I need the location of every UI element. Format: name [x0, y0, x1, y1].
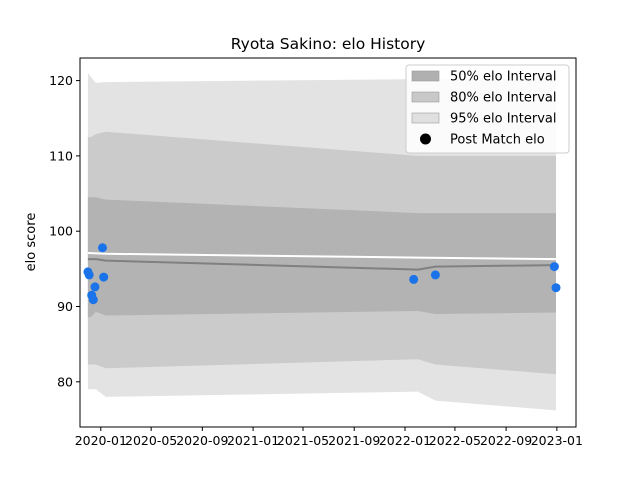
- x-tick-label: 2021-01: [227, 433, 279, 448]
- upper-line: [87, 252, 557, 261]
- data-point: [84, 270, 94, 280]
- x-tick-label: 2023-01: [531, 433, 583, 448]
- legend-swatch: [411, 112, 440, 124]
- data-point: [549, 262, 559, 272]
- data-point: [409, 274, 419, 284]
- legend-marker: [420, 133, 431, 145]
- x-tick-label: 2020-01: [75, 433, 127, 448]
- x-tick-label: 2020-09: [176, 433, 228, 448]
- mean-elo-line: [87, 258, 557, 271]
- x-tick-label: 2021-05: [277, 433, 329, 448]
- legend-swatch: [411, 91, 440, 103]
- legend-swatch: [411, 70, 440, 82]
- legend-box: [405, 64, 570, 154]
- x-axis: 2020-012020-052020-092021-012021-052021-…: [75, 427, 583, 448]
- legend: 50% elo Interval 80% elo Interval 95% elo …: [405, 64, 570, 154]
- legend-label: 95% elo Interval: [450, 112, 557, 127]
- y-tick-label: 90: [57, 299, 73, 314]
- x-tick-label: 2022-05: [429, 433, 481, 448]
- legend-label: 50% elo Interval: [450, 70, 557, 85]
- x-tick-label: 2022-09: [480, 433, 532, 448]
- y-axis-label: elo score: [24, 213, 39, 272]
- y-tick-label: 100: [49, 224, 73, 239]
- y-tick-label: 120: [49, 73, 73, 88]
- legend-label: 80% elo Interval: [450, 91, 557, 106]
- y-tick-label: 80: [57, 374, 73, 389]
- plot-area: [83, 73, 561, 411]
- legend-label: Post Match elo: [450, 133, 545, 148]
- plot-frame: [79, 57, 577, 428]
- data-point: [430, 270, 440, 280]
- y-axis: 80 90 100 110 120: [49, 73, 80, 389]
- data-point: [88, 295, 98, 305]
- chart-title: Ryota Sakino: elo History: [231, 35, 426, 53]
- data-point: [99, 272, 109, 282]
- data-point: [98, 243, 107, 253]
- data-point: [551, 283, 561, 293]
- x-tick-label: 2020-05: [125, 433, 177, 448]
- x-tick-label: 2021-09: [328, 433, 380, 448]
- data-point: [90, 282, 100, 292]
- x-tick-label: 2022-01: [379, 433, 431, 448]
- y-tick-label: 110: [49, 148, 73, 163]
